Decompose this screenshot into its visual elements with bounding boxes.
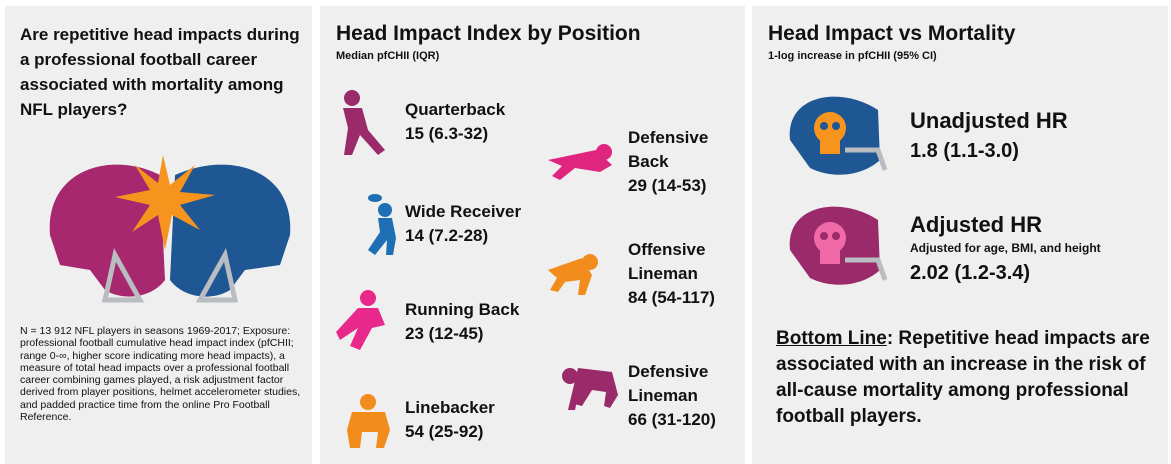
position-name: Linebacker — [405, 396, 495, 420]
position-name: Wide Receiver — [405, 200, 521, 224]
footnote: N = 13 912 NFL players in seasons 1969-2… — [20, 325, 308, 423]
position-value: 66 (31-120) — [628, 408, 738, 432]
panel-title: Head Impact vs Mortality — [768, 22, 1015, 46]
position-name: Defensive Lineman — [628, 360, 738, 408]
hr-value: 1.8 (1.1-3.0) — [910, 140, 1019, 163]
wide-receiver-icon — [368, 194, 396, 255]
position-value: 29 (14-53) — [628, 174, 733, 198]
position-value: 14 (7.2-28) — [405, 224, 521, 248]
defensive-back-icon — [548, 144, 612, 180]
position-name: Quarterback — [405, 98, 505, 122]
position-value: 54 (25-92) — [405, 420, 495, 444]
position-value: 23 (12-45) — [405, 322, 519, 346]
hr-note: Adjusted for age, BMI, and height — [910, 241, 1101, 255]
offensive-lineman-icon — [548, 254, 598, 295]
position-value: 15 (6.3-32) — [405, 122, 505, 146]
page: Are repetitive head impacts during a pro… — [0, 0, 1171, 464]
position-name: Defensive Back — [628, 126, 733, 174]
panel-subtitle: Median pfCHII (IQR) — [336, 50, 439, 62]
panel-title: Head Impact Index by Position — [336, 22, 641, 46]
panel-subtitle: 1-log increase in pfCHII (95% CI) — [768, 50, 937, 62]
bottom-line-label: Bottom Line — [776, 328, 887, 349]
linebacker-icon — [347, 394, 390, 448]
running-back-icon — [336, 290, 385, 350]
position-name: Running Back — [405, 298, 519, 322]
question: Are repetitive head impacts during a pro… — [20, 22, 300, 122]
hr-value: 2.02 (1.2-3.4) — [910, 262, 1030, 285]
quarterback-icon — [343, 90, 385, 155]
defensive-lineman-icon — [562, 368, 618, 410]
position-name: Offensive Lineman — [628, 238, 733, 286]
position-value: 84 (54-117) — [628, 286, 733, 310]
hr-label: Unadjusted HR — [910, 108, 1068, 134]
hr-label: Adjusted HR — [910, 212, 1042, 238]
bottom-line: Bottom Line: Repetitive head impacts are… — [776, 326, 1151, 430]
